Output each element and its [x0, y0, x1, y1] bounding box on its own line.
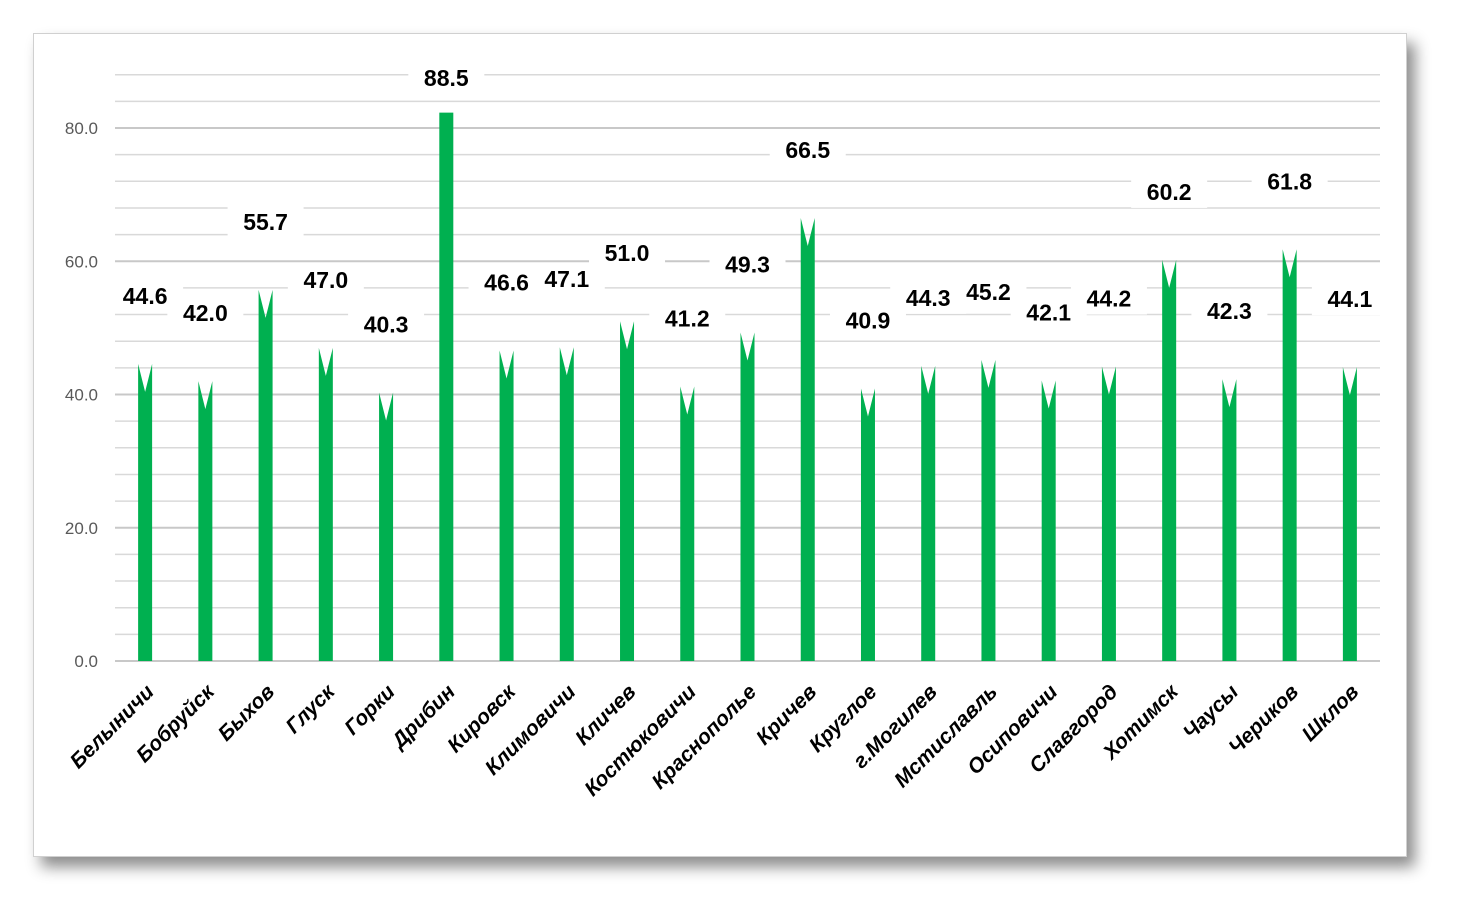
y-tick-label: 60.0	[65, 252, 98, 271]
bar-Осиповичи	[1041, 380, 1056, 661]
data-label: 44.3	[906, 285, 951, 311]
x-tick-label: Мстиславль	[890, 680, 1002, 792]
data-label-background	[167, 297, 244, 330]
data-label: 45.2	[966, 279, 1011, 305]
data-label: 41.2	[665, 306, 710, 332]
bar-Шклов	[1342, 367, 1357, 661]
y-tick-label: 40.0	[65, 386, 98, 405]
y-tick-label: 20.0	[65, 519, 98, 538]
data-label: 42.0	[183, 300, 228, 326]
data-label: 42.3	[1207, 298, 1252, 324]
data-label: 60.2	[1147, 179, 1192, 205]
bar-г.Могилев	[921, 365, 936, 661]
bar-Чериков	[1282, 249, 1297, 661]
data-label: 47.0	[303, 267, 348, 293]
bar-Бобруйск	[198, 381, 213, 661]
bar-Кличев	[620, 321, 635, 661]
data-label: 61.8	[1267, 168, 1312, 194]
data-label: 51.0	[605, 240, 650, 266]
data-label: 49.3	[725, 252, 770, 278]
data-label: 44.1	[1327, 286, 1372, 312]
data-label-background	[769, 133, 846, 166]
data-label-background	[227, 205, 304, 238]
y-tick-label: 80.0	[65, 119, 98, 138]
data-label: 46.6	[484, 270, 529, 296]
bar-Белыничи	[138, 363, 153, 661]
data-label: 40.3	[364, 312, 409, 338]
data-label: 44.2	[1087, 286, 1132, 312]
x-tick-label: Краснополье	[648, 680, 762, 794]
x-tick-label: Костюковичи	[580, 680, 701, 801]
data-label: 66.5	[785, 137, 830, 163]
data-label: 40.9	[846, 308, 891, 334]
x-tick-label: Горки	[340, 680, 399, 739]
data-label-background	[1311, 283, 1388, 316]
bar-Славгород	[1101, 366, 1116, 661]
data-label-background	[1191, 295, 1268, 328]
data-label-background	[649, 302, 726, 335]
x-tick-label: Глуск	[281, 679, 340, 738]
bar-Краснополье	[740, 332, 755, 661]
data-label-background	[709, 248, 786, 281]
bar-Дрибин	[439, 112, 454, 661]
bar-Кировск	[499, 350, 514, 661]
data-label: 47.1	[544, 266, 589, 292]
data-label-background	[287, 263, 364, 296]
bar-Чаусы	[1222, 379, 1237, 661]
data-label-background	[1251, 165, 1328, 198]
bar-Климовичи	[559, 347, 574, 661]
bar-Мстиславль	[981, 359, 996, 661]
data-label: 55.7	[243, 209, 288, 235]
bar-Глуск	[318, 347, 333, 661]
x-tick-label: Шклов	[1298, 680, 1364, 746]
data-label-background	[1070, 282, 1147, 315]
bar-Быхов	[258, 289, 273, 661]
bar-Кричев	[800, 217, 815, 661]
data-label-background	[589, 237, 666, 270]
data-label-background	[1131, 175, 1208, 208]
bar-Круглое	[860, 388, 875, 661]
bar-Хотимск	[1162, 259, 1177, 661]
bar-Горки	[379, 392, 394, 661]
bar-Костюковичи	[680, 386, 695, 661]
y-tick-label: 0.0	[74, 652, 98, 671]
data-label: 88.5	[424, 65, 469, 91]
data-label: 44.6	[123, 283, 168, 309]
x-tick-label: Быхов	[214, 680, 280, 746]
data-label-background	[348, 308, 425, 341]
data-label-background	[408, 62, 485, 94]
data-label: 42.1	[1026, 300, 1071, 326]
